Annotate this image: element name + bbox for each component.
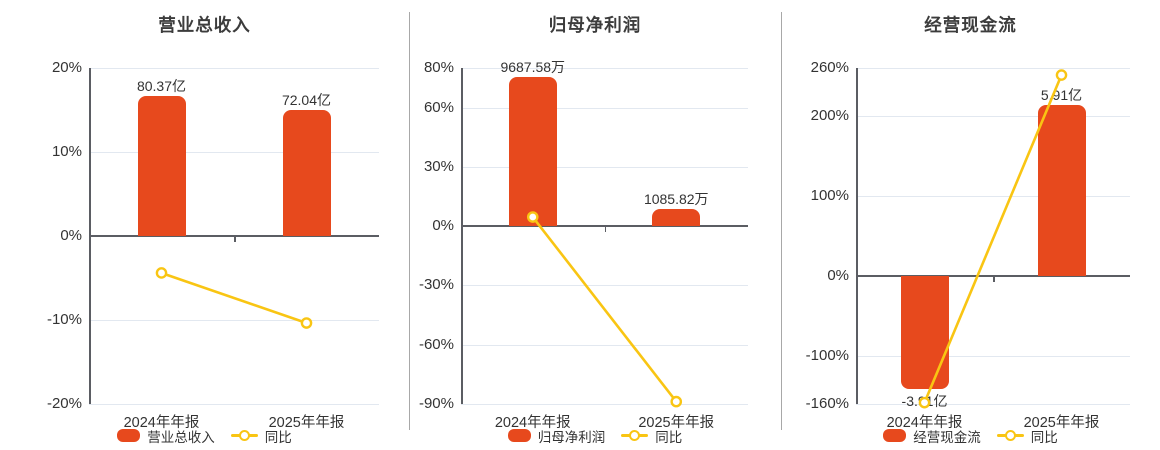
- y-gridline: [856, 404, 1130, 405]
- y-tick-label: 100%: [810, 187, 849, 204]
- y-axis-line: [856, 68, 858, 404]
- x-category-label: 2024年年报: [123, 415, 200, 431]
- bar-value-label: 5.91亿: [1040, 86, 1083, 103]
- bar-2025年年报[interactable]: [282, 110, 331, 236]
- yoy-line-point[interactable]: [1055, 69, 1068, 81]
- y-gridline: [89, 404, 379, 405]
- legend-bar-label: 归母净利润: [537, 429, 606, 445]
- y-tick-label: 60%: [423, 98, 454, 116]
- y-tick-label: 200%: [810, 107, 849, 124]
- legend-bar-label: 经营现金流: [913, 429, 981, 445]
- legend-line-label: 同比: [264, 429, 292, 445]
- yoy-line: [531, 216, 678, 403]
- y-tick-label: -160%: [805, 395, 849, 412]
- x-category-label: 2025年年报: [1023, 415, 1100, 431]
- y-tick-label: 260%: [810, 59, 849, 76]
- line-series-icon: [621, 429, 649, 442]
- bar-series-swatch-icon: [507, 429, 531, 442]
- y-gridline: [461, 344, 748, 346]
- x-category-label: 2025年年报: [268, 415, 345, 431]
- y-axis-line: [89, 68, 91, 404]
- line-series-icon: [996, 429, 1024, 442]
- y-gridline: [461, 166, 748, 168]
- legend-item-bar-series[interactable]: 归母净利润: [507, 426, 606, 446]
- bar-value-label: 80.37亿: [136, 77, 187, 94]
- legend-item-bar-series[interactable]: 营业总收入: [117, 426, 215, 446]
- column-divider: [409, 12, 410, 430]
- y-axis-line: [461, 68, 463, 404]
- bar-value-label: 9687.58万: [500, 59, 566, 76]
- y-tick-label: 0%: [60, 227, 82, 244]
- yoy-line-point[interactable]: [155, 267, 168, 279]
- y-gridline: [89, 320, 379, 321]
- legend-bar-label: 营业总收入: [147, 429, 215, 445]
- yoy-line: [161, 271, 307, 325]
- y-gridline: [856, 68, 1130, 69]
- y-gridline: [461, 404, 748, 405]
- y-tick-label: -100%: [805, 347, 849, 364]
- y-tick-label: -10%: [46, 311, 82, 328]
- bar-2024年年报[interactable]: [900, 276, 949, 389]
- bar-2024年年报[interactable]: [508, 77, 557, 227]
- bar-series-swatch-icon: [883, 429, 907, 442]
- y-gridline: [856, 196, 1130, 197]
- y-gridline: [461, 285, 748, 287]
- y-gridline: [856, 116, 1130, 117]
- cashflow-chart-legend: 经营现金流 同比: [781, 426, 1160, 446]
- y-tick-label: -60%: [418, 335, 454, 353]
- x-category-label: 2024年年报: [494, 415, 571, 431]
- cashflow-chart-title: 经营现金流: [924, 15, 1017, 35]
- legend-item-line-series[interactable]: 同比: [230, 426, 292, 446]
- x-category-label: 2025年年报: [638, 415, 715, 431]
- revenue-chart-title: 营业总收入: [158, 15, 251, 35]
- x-axis-tick: [604, 227, 606, 233]
- y-tick-label: 10%: [51, 143, 82, 160]
- legend-line-label: 同比: [655, 429, 683, 445]
- y-gridline: [461, 68, 748, 69]
- y-tick-label: -90%: [418, 395, 454, 412]
- y-tick-label: 20%: [51, 59, 82, 76]
- bar-2024年年报[interactable]: [137, 95, 186, 236]
- legend-line-label: 同比: [1030, 429, 1058, 445]
- net-profit-chart-title: 归母净利润: [548, 15, 642, 35]
- y-tick-label: 80%: [423, 59, 454, 76]
- zero-axis-line: [89, 234, 379, 238]
- x-category-label: 2024年年报: [886, 415, 963, 431]
- net-profit-chart-legend: 归母净利润 同比: [409, 426, 781, 446]
- bar-value-label: 1085.82万: [643, 191, 709, 208]
- legend-item-line-series[interactable]: 同比: [996, 426, 1058, 446]
- y-gridline: [89, 152, 379, 153]
- y-gridline: [856, 356, 1130, 357]
- y-tick-label: -30%: [418, 276, 454, 294]
- column-divider: [781, 12, 782, 430]
- legend-item-bar-series[interactable]: 经营现金流: [883, 426, 981, 446]
- y-tick-label: 0%: [432, 217, 454, 235]
- x-axis-tick: [993, 277, 995, 282]
- bar-2025年年报[interactable]: [652, 209, 701, 227]
- revenue-chart-legend: 营业总收入 同比: [0, 426, 409, 446]
- bar-series-swatch-icon: [117, 429, 141, 442]
- bar-2025年年报[interactable]: [1037, 104, 1086, 276]
- legend-item-line-series[interactable]: 同比: [621, 426, 682, 446]
- y-tick-label: 30%: [423, 157, 454, 175]
- y-tick-label: 0%: [827, 267, 849, 284]
- y-tick-label: -20%: [46, 395, 82, 412]
- y-gridline: [89, 68, 379, 69]
- line-series-icon: [230, 429, 258, 442]
- x-axis-tick: [234, 237, 236, 242]
- y-gridline: [461, 107, 748, 109]
- bar-value-label: 72.04亿: [281, 92, 332, 109]
- bar-value-label: -3.91亿: [901, 392, 948, 409]
